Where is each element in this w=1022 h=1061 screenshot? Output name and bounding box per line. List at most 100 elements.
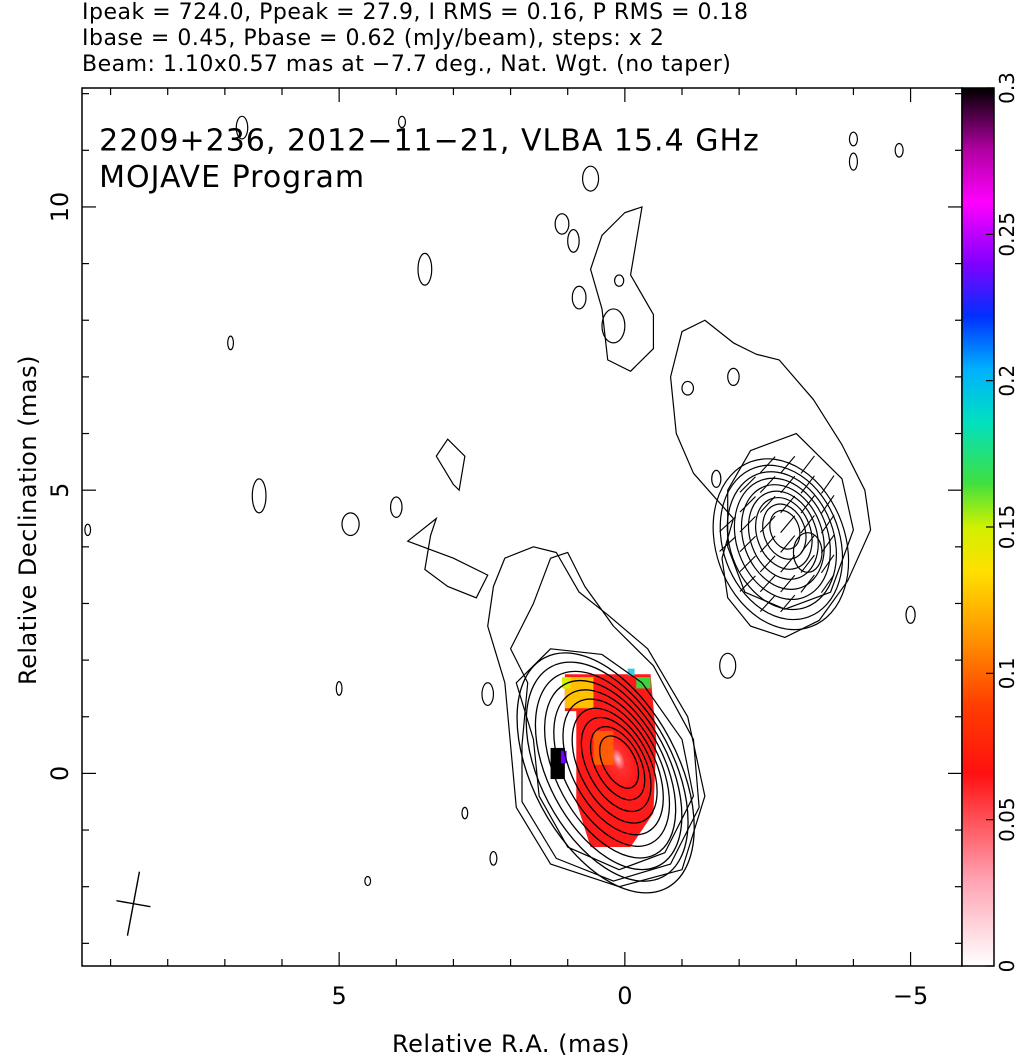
- noise-contour: [567, 229, 580, 253]
- core-contour: [534, 670, 683, 871]
- core-contour: [589, 726, 646, 801]
- knot-contour: [733, 477, 831, 601]
- evpa-tick: [759, 535, 776, 553]
- evpa-tick: [800, 554, 815, 573]
- x-tick-label: −5: [893, 982, 928, 1010]
- evpa-tick: [780, 574, 796, 593]
- colorbar: 0 0.05 0.1 0.15 0.2 0.25 0.3: [961, 72, 1019, 973]
- jet-envelope-contour: [669, 319, 872, 639]
- noise-contour: [554, 213, 570, 235]
- evpa-tick: [780, 475, 796, 494]
- evpa-tick: [759, 575, 776, 593]
- evpa-tick: [739, 496, 756, 513]
- noise-contour: [905, 605, 916, 624]
- jet-inner-contour: [727, 432, 855, 610]
- plot-border: [81, 87, 963, 967]
- noise-contour: [613, 274, 625, 287]
- source-annotation: 2209+236, 2012−11−21, VLBA 15.4 GHz: [99, 123, 760, 158]
- y-tick-label: 0: [46, 766, 74, 781]
- evpa-tick: [739, 515, 756, 533]
- core-contour: [543, 679, 677, 859]
- noise-contour: [848, 131, 859, 147]
- evpa-tick: [739, 535, 756, 553]
- evpa-tick: [719, 516, 737, 533]
- evpa-tick: [759, 495, 776, 513]
- beam-minor-axis: [116, 900, 151, 908]
- evpa-tick: [820, 495, 835, 514]
- evpa-tick: [820, 554, 835, 574]
- colorbar-tick-label: 0.2: [995, 365, 1019, 397]
- colorbar-tick-label: 0.15: [995, 505, 1019, 550]
- evpa-tick: [759, 555, 776, 573]
- knot-contour: [712, 458, 850, 631]
- filament-contour: [589, 206, 655, 372]
- core-contour: [562, 698, 664, 836]
- evpa-tick: [759, 476, 776, 493]
- noise-contour: [335, 681, 343, 696]
- core-contour: [516, 652, 695, 894]
- evpa-tick: [820, 475, 835, 494]
- evpa-tick: [820, 574, 835, 593]
- noise-contour: [235, 115, 249, 140]
- evpa-tick: [800, 495, 815, 514]
- noise-contour: [489, 850, 498, 866]
- colorbar-tick-label: 0.25: [995, 212, 1019, 257]
- header-peak-line: Ipeak = 724.0, Ppeak = 27.9, I RMS = 0.1…: [82, 0, 749, 25]
- noise-contour: [84, 523, 92, 537]
- evpa-tick: [780, 594, 796, 613]
- evpa-ticks: [116, 455, 835, 936]
- colorbar-tick-label: 0: [995, 960, 1019, 973]
- evpa-tick: [800, 534, 815, 554]
- evpa-tick: [800, 475, 815, 494]
- evpa-tick: [739, 476, 756, 493]
- noise-contour: [848, 152, 859, 171]
- header-beam-line: Beam: 1.10x0.57 mas at −7.7 deg., Nat. W…: [82, 52, 732, 77]
- filament-contour: [406, 516, 489, 599]
- evpa-tick: [759, 456, 776, 474]
- core-contour: [599, 735, 640, 789]
- knot-contour: [747, 490, 819, 580]
- noise-contour: [397, 115, 407, 129]
- evpa-tick: [800, 455, 815, 474]
- axis-ticks: 5 0 −5 0 5 10: [46, 88, 962, 1010]
- evpa-tick: [800, 515, 815, 534]
- polarization-violet-patch: [560, 750, 567, 764]
- evpa-tick: [780, 515, 796, 533]
- evpa-tick: [820, 534, 835, 554]
- evpa-tick: [780, 455, 796, 474]
- knot-contour: [755, 497, 813, 570]
- y-axis-label: Relative Declination (mas): [14, 354, 42, 686]
- evpa-tick: [800, 574, 815, 593]
- core-contour: [553, 689, 671, 847]
- noise-contour: [581, 165, 600, 192]
- evpa-tick: [780, 555, 796, 573]
- noise-contour: [601, 308, 626, 344]
- evpa-tick: [780, 535, 796, 553]
- evpa-tick: [739, 575, 756, 592]
- polarization-cyan-patch: [627, 668, 635, 676]
- core-contour: [580, 716, 652, 813]
- knot-contour: [719, 464, 844, 621]
- plot-frame-layer: [81, 87, 963, 967]
- x-tick-label: 5: [332, 982, 347, 1010]
- program-annotation: MOJAVE Program: [99, 160, 365, 195]
- header-base-line: Ibase = 0.45, Pbase = 0.62 (mJy/beam), s…: [82, 26, 665, 51]
- x-axis-label: Relative R.A. (mas): [392, 1030, 630, 1058]
- noise-contour: [481, 682, 495, 707]
- evpa-tick: [759, 594, 776, 612]
- noise-contour: [681, 380, 695, 396]
- evpa-tick: [780, 495, 796, 514]
- core-outer-contour: [515, 648, 695, 871]
- knot-contour: [726, 471, 837, 611]
- x-tick-label: 0: [617, 982, 632, 1010]
- intensity-contours: [84, 115, 916, 894]
- noise-contour: [727, 367, 740, 386]
- noise-contour: [389, 496, 403, 518]
- noise-contour: [251, 478, 267, 514]
- noise-contour: [571, 285, 587, 310]
- core-contour: [571, 707, 658, 824]
- y-tick-label: 10: [46, 192, 74, 223]
- polarization-lime-patch: [562, 677, 571, 689]
- filament-contour: [435, 438, 466, 492]
